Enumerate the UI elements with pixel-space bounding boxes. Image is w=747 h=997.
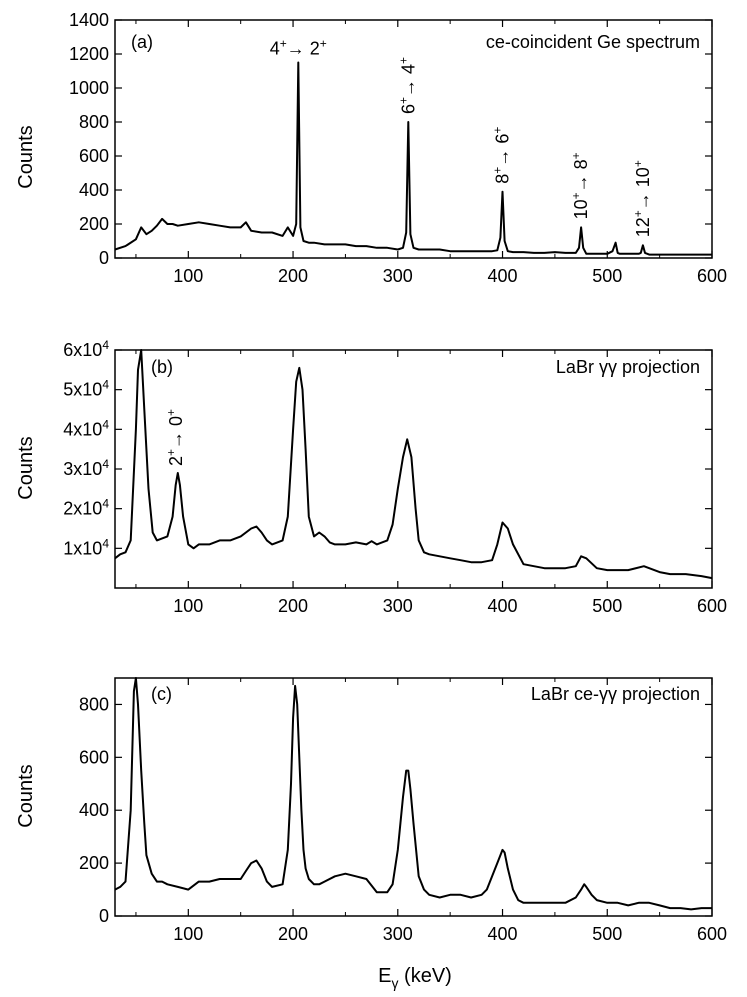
panel-b-ytick-label: 3x104 bbox=[63, 457, 109, 479]
panel-a-xtick-label: 500 bbox=[592, 266, 622, 286]
panel-c-xtick-label: 500 bbox=[592, 924, 622, 944]
panel-a-annotation: 10+→ 8+ bbox=[569, 152, 591, 219]
panel-b-xtick-label: 300 bbox=[383, 596, 413, 616]
panel-c-spectrum-line bbox=[114, 677, 712, 911]
panel-a-xtick-label: 100 bbox=[173, 266, 203, 286]
panel-b-axes-frame bbox=[114, 349, 713, 589]
panel-a-xtick-label: 200 bbox=[278, 266, 308, 286]
panel-c-xtick-label: 100 bbox=[173, 924, 203, 944]
panel-b-xtick-label: 100 bbox=[173, 596, 203, 616]
panel-a-axes-frame bbox=[114, 19, 713, 259]
panel-a-ytick-label: 400 bbox=[79, 180, 109, 200]
panel-c-ytick-label: 200 bbox=[79, 853, 109, 873]
panel-c-title: LaBr ce-γγ projection bbox=[531, 684, 700, 704]
panel-b-ytick-label: 6x104 bbox=[63, 338, 109, 360]
panel-c-xtick-label: 400 bbox=[488, 924, 518, 944]
panel-a-ytick-label: 1400 bbox=[69, 10, 109, 30]
panel-c-ytick-label: 600 bbox=[79, 747, 109, 767]
panel-b-xtick-label: 400 bbox=[488, 596, 518, 616]
x-axis-label-sub: γ bbox=[392, 975, 399, 991]
panel-c-tag: (c) bbox=[151, 684, 172, 704]
panel-b-annotation-2-0: 2+→ 0+ bbox=[164, 409, 186, 466]
panel-c-xtick-label: 600 bbox=[697, 924, 727, 944]
panel-a-annotation: 12+→ 10+ bbox=[631, 160, 653, 237]
panel-a-ylabel: Counts bbox=[15, 125, 37, 188]
panel-b-xtick-label: 500 bbox=[592, 596, 622, 616]
panel-b-ylabel: Counts bbox=[15, 436, 37, 499]
panel-b-ytick-label: 4x104 bbox=[63, 417, 109, 439]
panel-a-annotation: 4+→ 2+ bbox=[270, 37, 327, 59]
panel-a: Counts (a) ce-coincident Ge spectrum 100… bbox=[15, 10, 727, 286]
panel-b-ytick-label: 1x104 bbox=[63, 536, 109, 558]
panel-c-ylabel: Counts bbox=[15, 764, 37, 827]
panel-a-ytick-label: 1000 bbox=[69, 78, 109, 98]
panel-b: Counts (b) LaBr γγ projection 2+→ 0+ 100… bbox=[15, 338, 727, 616]
panel-c-ytick-label: 0 bbox=[99, 906, 109, 926]
panel-b-ytick-label: 5x104 bbox=[63, 378, 109, 400]
panel-c-xtick-label: 300 bbox=[383, 924, 413, 944]
panel-a-tag: (a) bbox=[131, 32, 153, 52]
panel-b-spectrum-line bbox=[114, 349, 713, 580]
panel-b-xtick-label: 600 bbox=[697, 596, 727, 616]
panel-a-ytick-label: 600 bbox=[79, 146, 109, 166]
panel-a-annotation: 8+→ 6+ bbox=[491, 127, 513, 184]
panel-a-ytick-label: 800 bbox=[79, 112, 109, 132]
panel-b-xtick-label: 200 bbox=[278, 596, 308, 616]
panel-a-ytick-label: 0 bbox=[99, 248, 109, 268]
panel-a-xtick-label: 400 bbox=[488, 266, 518, 286]
panel-a-title: ce-coincident Ge spectrum bbox=[486, 32, 700, 52]
x-axis-label: Eγ (keV) bbox=[378, 965, 452, 991]
panel-b-tag: (b) bbox=[151, 357, 173, 377]
panel-a-ytick-label: 200 bbox=[79, 214, 109, 234]
panel-c-axes-frame bbox=[114, 677, 713, 917]
panel-a-ytick-label: 1200 bbox=[69, 44, 109, 64]
panel-a-annotation: 6+→ 4+ bbox=[396, 57, 418, 114]
panel-a-xtick-label: 300 bbox=[383, 266, 413, 286]
panel-c-xtick-label: 200 bbox=[278, 924, 308, 944]
panel-c: Counts (c) LaBr ce-γγ projection 100 200 3… bbox=[15, 677, 727, 944]
panel-a-xtick-label: 600 bbox=[697, 266, 727, 286]
x-axis-label-unit: (keV) bbox=[399, 965, 452, 987]
panel-c-ytick-label: 400 bbox=[79, 800, 109, 820]
panel-c-ytick-label: 800 bbox=[79, 694, 109, 714]
panel-b-ytick-label: 2x104 bbox=[63, 497, 109, 519]
panel-b-title: LaBr γγ projection bbox=[556, 357, 700, 377]
x-axis-label-main: E bbox=[378, 965, 391, 987]
panel-a-spectrum-line bbox=[114, 61, 712, 256]
